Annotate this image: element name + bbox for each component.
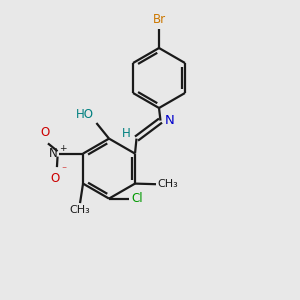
- Text: ⁻: ⁻: [61, 166, 67, 176]
- Text: Cl: Cl: [131, 192, 143, 205]
- Text: H: H: [122, 127, 131, 140]
- Text: O: O: [51, 172, 60, 184]
- Text: +: +: [59, 144, 66, 153]
- Text: N: N: [49, 147, 58, 160]
- Text: CH₃: CH₃: [70, 206, 90, 215]
- Text: N: N: [164, 114, 174, 127]
- Text: O: O: [40, 127, 50, 140]
- Text: CH₃: CH₃: [158, 179, 178, 189]
- Text: Br: Br: [152, 13, 166, 26]
- Text: HO: HO: [76, 108, 94, 121]
